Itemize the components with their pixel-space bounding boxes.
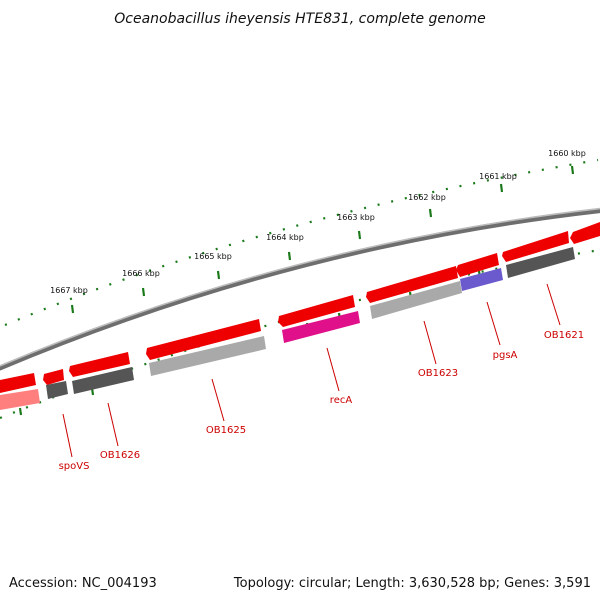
gene-blocks [0, 247, 575, 410]
gene-arrow [146, 319, 261, 360]
gene-label-ob1623: OB1623 [418, 368, 458, 379]
genome-title: Oceanobacillus iheyensis HTE831, complet… [114, 11, 485, 27]
outer-major-ticks [70, 165, 575, 314]
gene-block [282, 311, 360, 343]
kbp-label-1666: 1666 kbp [122, 269, 160, 278]
gene-block [46, 381, 68, 399]
gene-label-group: OB1621 pgsA OB1623 recA OB1625 OB1626 sp… [59, 330, 585, 472]
kbp-label-1663: 1663 kbp [337, 213, 375, 222]
gene-label-pgsa: pgsA [493, 350, 518, 361]
genome-backbone [0, 207, 600, 371]
kbp-label-1660: 1660 kbp [548, 149, 586, 158]
forward-strand-genes [0, 222, 600, 393]
kbp-label-1665: 1665 kbp [194, 252, 232, 261]
gene-label-ob1621: OB1621 [544, 330, 584, 341]
gene-block [0, 389, 40, 410]
kbp-label-1662: 1662 kbp [408, 193, 446, 202]
gene-arrow [0, 373, 36, 393]
outer-tick-ring [4, 158, 599, 327]
gene-block [370, 281, 462, 319]
accession-text: Accession: NC_004193 [9, 576, 157, 591]
gene-block [460, 268, 503, 291]
gene-block [149, 336, 266, 376]
gene-arrow [278, 295, 355, 327]
gene-block [72, 367, 134, 394]
gene-arrow [502, 231, 569, 262]
gene-label-reca: recA [330, 395, 353, 406]
kbp-label-1667: 1667 kbp [50, 286, 88, 295]
kbp-label-1664: 1664 kbp [266, 233, 304, 242]
genome-summary-text: Topology: circular; Length: 3,630,528 bp… [233, 576, 591, 591]
gene-arrow [456, 253, 499, 277]
gene-block [506, 247, 575, 278]
gene-arrow [43, 369, 64, 385]
gene-arrow [366, 266, 458, 303]
kbp-label-group: 1660 kbp 1661 kbp 1662 kbp 1663 kbp 1664… [50, 149, 586, 295]
gene-arrow [570, 222, 600, 244]
gene-label-ob1625: OB1625 [206, 425, 246, 436]
gene-label-spovs: spoVS [59, 461, 90, 472]
gene-arrow [69, 352, 130, 377]
gene-label-ob1626: OB1626 [100, 450, 140, 461]
kbp-label-1661: 1661 kbp [479, 172, 517, 181]
gene-leader-lines [62, 283, 561, 458]
